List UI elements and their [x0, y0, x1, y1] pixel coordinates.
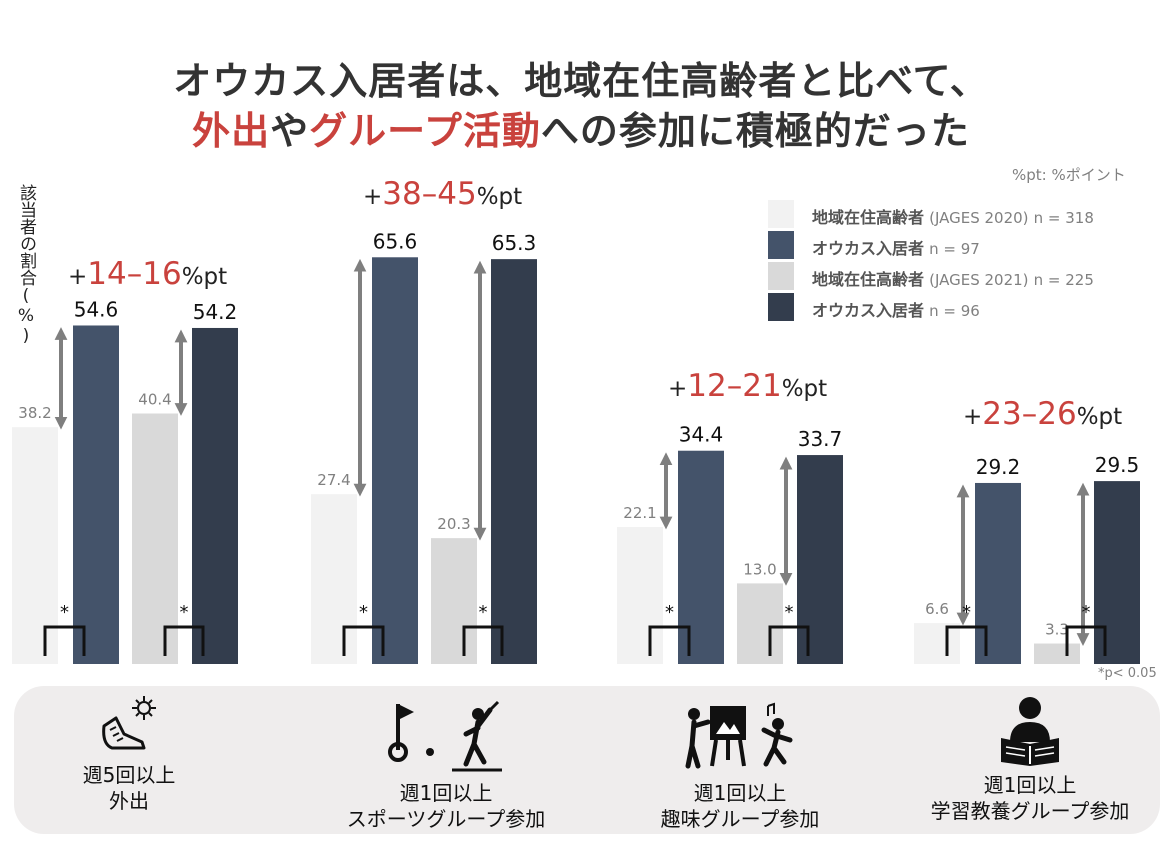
bar-chart: 38.2 54.6 40.4 54.2 * * 27.4 65.6 20.3 65.3 * * 22.1… — [12, 229, 1140, 664]
significance-bracket-3-1 — [1065, 625, 1107, 656]
significance-bracket-2-0 — [648, 625, 691, 656]
chart-title-line2: 外出やグループ活動への参加に積極的だった — [0, 100, 1162, 155]
significance-star-2-0: * — [665, 602, 674, 623]
bar-3-0 — [914, 623, 960, 664]
legend-swatch-jages2020 — [768, 200, 794, 228]
bar-3-3 — [1094, 481, 1140, 664]
bar-0-1 — [73, 325, 119, 664]
legend-n: n = 225 — [1033, 271, 1094, 289]
activity-label-line1: 週1回以上 — [399, 781, 493, 805]
significance-star-2-1: * — [785, 602, 794, 623]
data-label-1-2: 20.3 — [437, 515, 470, 533]
activity-hobby: 週1回以上 趣味グループ参加 — [630, 700, 850, 832]
significance-bracket-0-0 — [43, 625, 86, 656]
bar-1-1 — [372, 257, 418, 664]
data-label-1-0: 27.4 — [317, 471, 350, 489]
bar-2-2 — [737, 583, 783, 664]
data-label-0-2: 40.4 — [138, 391, 171, 409]
bar-2-1 — [678, 450, 724, 664]
difference-label-learning: +23–26%pt — [963, 396, 1123, 432]
bar-3-1 — [975, 482, 1021, 664]
y-axis-label: 該当者の割合(%) — [16, 184, 36, 346]
legend-swatch-oukasu-96 — [768, 293, 794, 321]
activity-label-line2: 外出 — [109, 789, 149, 813]
significance-star-1-0: * — [359, 602, 368, 623]
data-label-1-1: 65.6 — [373, 229, 418, 253]
data-label-3-3: 29.5 — [1095, 453, 1140, 477]
significance-bracket-1-1 — [462, 625, 504, 656]
bar-1-0 — [311, 494, 357, 664]
data-label-1-3: 65.3 — [492, 231, 537, 255]
bar-1-3 — [491, 259, 537, 664]
significance-star-3-1: * — [1082, 602, 1091, 623]
chart-title-line1: オウカス入居者は、地域在住高齢者と比べて、 — [173, 59, 989, 103]
bar-2-0 — [617, 526, 663, 664]
legend-source: (JAGES 2020) — [929, 209, 1029, 227]
activity-label-line1: 週5回以上 — [82, 763, 176, 787]
data-label-2-0: 22.1 — [623, 504, 656, 522]
legend-name: オウカス入居者 — [812, 239, 925, 258]
data-label-3-2: 3.3 — [1045, 621, 1069, 639]
painting-easel-dancer-icon — [685, 702, 793, 769]
difference-label-outing: +14–16%pt — [68, 256, 228, 292]
significance-star-0-1: * — [180, 602, 189, 623]
activity-label-line2: 趣味グループ参加 — [660, 807, 820, 831]
data-label-2-3: 33.7 — [798, 427, 843, 451]
title-text-end: への参加に積極的だった — [540, 109, 970, 153]
legend-n: n = 97 — [929, 240, 980, 258]
title-text-ya: や — [270, 109, 310, 153]
bar-0-0 — [12, 427, 58, 664]
activity-label-line1: 週1回以上 — [693, 781, 787, 805]
activity-label-line1: 週1回以上 — [983, 773, 1077, 797]
legend-name: オウカス入居者 — [812, 301, 925, 320]
data-label-0-0: 38.2 — [18, 404, 51, 422]
title-highlight-outing: 外出 — [192, 109, 271, 153]
data-label-3-1: 29.2 — [976, 455, 1021, 479]
data-label-0-3: 54.2 — [193, 300, 238, 324]
activity-sports: 週1回以上 スポーツグループ参加 — [316, 700, 576, 832]
significance-bracket-2-1 — [768, 625, 810, 656]
activity-label-line2: スポーツグループ参加 — [346, 807, 546, 831]
legend-swatch-oukasu-97 — [768, 231, 794, 259]
reading-book-icon — [1001, 697, 1059, 766]
bar-1-2 — [431, 538, 477, 664]
bar-0-3 — [192, 327, 238, 664]
significance-star-3-0: * — [962, 602, 971, 623]
activity-label-line2: 学習教養グループ参加 — [930, 799, 1130, 823]
activity-panel — [14, 686, 1160, 834]
difference-label-sports: +38–45%pt — [363, 176, 523, 212]
data-label-2-2: 13.0 — [743, 560, 776, 578]
activity-outing: 週5回以上 外出 — [54, 694, 204, 814]
bar-2-3 — [797, 455, 843, 664]
activity-learning: 週1回以上 学習教養グループ参加 — [900, 692, 1160, 824]
unit-note: %pt: %ポイント — [1012, 166, 1126, 184]
data-label-2-1: 34.4 — [679, 423, 724, 447]
significance-star-0-0: * — [60, 602, 69, 623]
data-label-0-1: 54.6 — [74, 297, 119, 321]
significance-bracket-0-1 — [163, 625, 205, 656]
walking-shoe-sun-icon — [102, 696, 156, 750]
golf-flag-player-icon — [388, 700, 502, 772]
difference-label-hobby: +12–21%pt — [668, 368, 828, 404]
legend-n: n = 318 — [1033, 209, 1094, 227]
legend-swatch-jages2021 — [768, 262, 794, 290]
bar-3-2 — [1034, 643, 1080, 664]
significance-bracket-3-0 — [945, 625, 988, 656]
significance-note: *p< 0.05 — [1098, 666, 1157, 681]
significance-bracket-1-0 — [342, 625, 385, 656]
bar-0-2 — [132, 413, 178, 664]
legend-name: 地域在住高齢者 — [812, 270, 925, 289]
legend-n: n = 96 — [929, 302, 980, 320]
data-label-3-0: 6.6 — [925, 600, 949, 618]
legend-source: (JAGES 2021) — [929, 271, 1029, 289]
significance-star-1-1: * — [479, 602, 488, 623]
title-highlight-group-activity: グループ活動 — [309, 109, 541, 153]
legend-name: 地域在住高齢者 — [812, 208, 925, 227]
